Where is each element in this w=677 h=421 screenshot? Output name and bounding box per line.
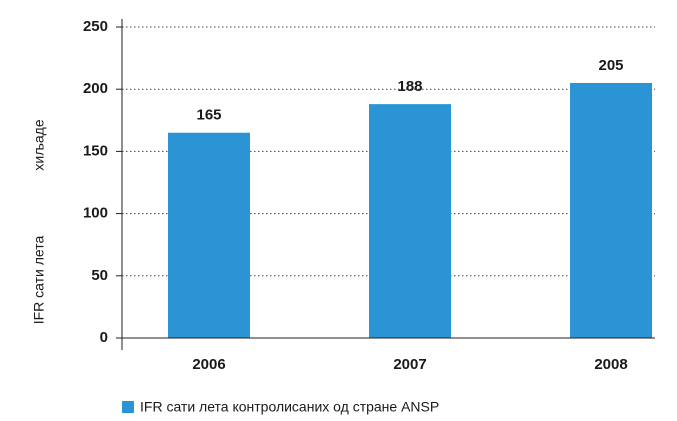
x-tick-label: 2007 — [393, 356, 426, 373]
data-label: 165 — [196, 107, 221, 124]
bar — [570, 82, 652, 338]
y-tick-label: 50 — [91, 267, 108, 284]
legend-label: IFR сати лета контролисаних од стране AN… — [140, 399, 439, 415]
x-tick-label: 2008 — [594, 356, 627, 373]
y-tick-label: 0 — [100, 329, 108, 346]
y-axis-label: IFR сати лета — [31, 236, 47, 325]
legend-swatch — [122, 401, 134, 413]
y-tick-label: 150 — [83, 142, 108, 159]
y-tick-label: 100 — [83, 205, 108, 222]
data-label: 205 — [598, 57, 623, 74]
y-axis-unit: хиљаде — [31, 119, 47, 170]
x-tick-label: 2006 — [192, 356, 225, 373]
y-tick-label: 250 — [83, 18, 108, 35]
y-tick-label: 200 — [83, 80, 108, 97]
data-label: 188 — [397, 78, 422, 95]
bar — [369, 104, 451, 339]
bar — [168, 132, 250, 338]
